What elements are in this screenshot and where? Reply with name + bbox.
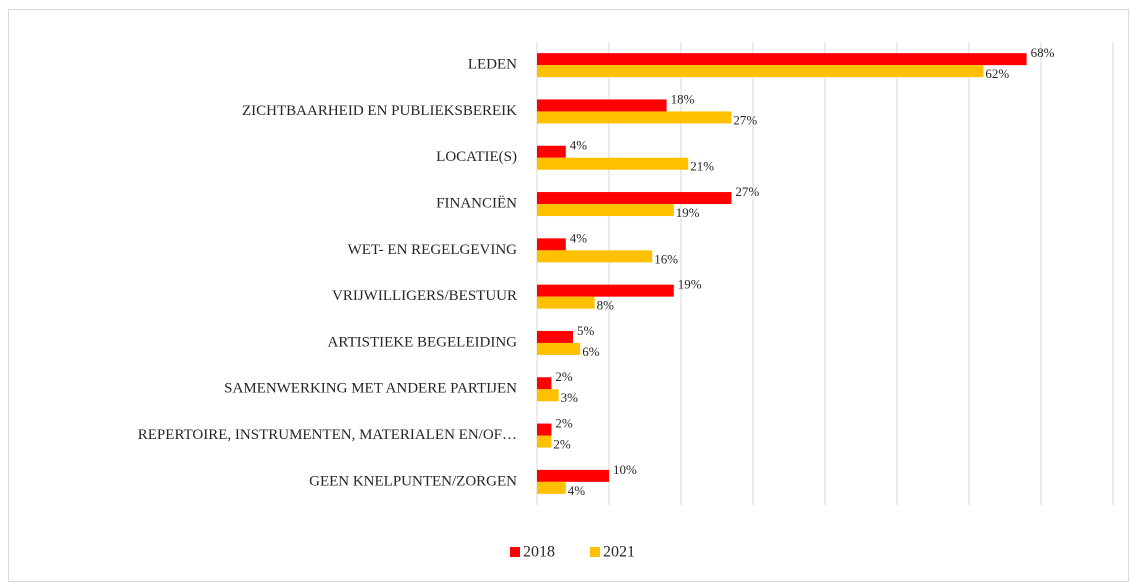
bar — [537, 250, 653, 263]
category-label: GEEN KNELPUNTEN/ZORGEN — [309, 473, 517, 489]
bar — [537, 111, 732, 124]
bar — [537, 238, 566, 251]
legend-label: 2018 — [523, 544, 555, 561]
legend-swatch — [590, 547, 600, 557]
data-label: 4% — [570, 138, 588, 153]
category-label: ZICHTBAARHEID EN PUBLIEKSBEREIK — [242, 103, 517, 119]
legend-label: 2021 — [603, 544, 635, 561]
bar — [537, 469, 609, 482]
category-label: VRIJWILLIGERS/BESTUUR — [332, 288, 517, 304]
bar — [537, 330, 573, 343]
data-label: 6% — [582, 344, 600, 359]
bar — [537, 342, 581, 355]
data-label: 8% — [597, 298, 615, 313]
data-label: 18% — [671, 91, 695, 106]
bar — [537, 157, 689, 170]
bar — [537, 204, 674, 217]
bar — [537, 192, 732, 205]
data-label: 62% — [985, 66, 1009, 81]
category-label: LEDEN — [468, 57, 517, 73]
bar — [537, 389, 559, 402]
data-label: 19% — [678, 277, 702, 292]
bar — [537, 53, 1027, 66]
data-label: 27% — [733, 112, 757, 127]
bar — [537, 377, 552, 390]
category-label: SAMENWERKING MET ANDERE PARTIJEN — [224, 381, 517, 397]
data-label: 19% — [676, 205, 700, 220]
category-label: ARTISTIEKE BEGELEIDING — [328, 334, 518, 350]
data-label: 2% — [555, 369, 573, 384]
bar — [537, 435, 552, 448]
data-label: 16% — [654, 251, 678, 266]
data-label: 3% — [561, 390, 579, 405]
category-label: FINANCIËN — [436, 194, 517, 211]
legend-swatch — [510, 547, 520, 557]
bar — [537, 284, 674, 297]
data-label: 2% — [553, 437, 571, 452]
data-label: 2% — [555, 416, 573, 431]
data-label: 4% — [568, 483, 586, 498]
data-label: 68% — [1031, 45, 1055, 60]
category-label: WET- EN REGELGEVING — [348, 242, 518, 258]
bar — [537, 423, 552, 436]
data-label: 5% — [577, 323, 595, 338]
category-label: REPERTOIRE, INSTRUMENTEN, MATERIALEN EN/… — [138, 427, 517, 443]
data-label: 4% — [570, 230, 588, 245]
data-label: 27% — [735, 184, 759, 199]
data-label: 10% — [613, 462, 637, 477]
data-label: 21% — [690, 159, 714, 174]
bar — [537, 481, 566, 494]
bar — [537, 65, 984, 78]
bar — [537, 99, 667, 112]
category-label: LOCATIE(S) — [436, 149, 517, 165]
bar — [537, 145, 566, 158]
bar — [537, 296, 595, 309]
